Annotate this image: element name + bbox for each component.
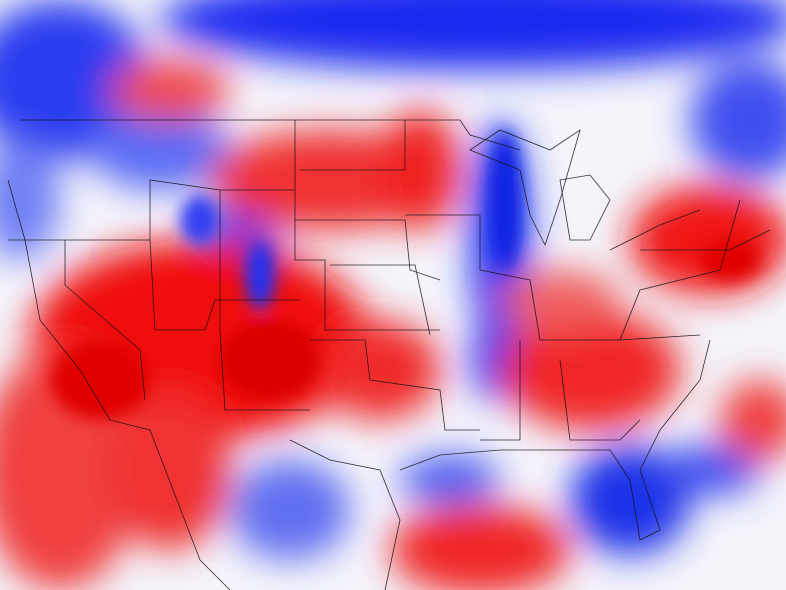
boundaries [7,119,771,590]
field-detail [50,130,760,420]
